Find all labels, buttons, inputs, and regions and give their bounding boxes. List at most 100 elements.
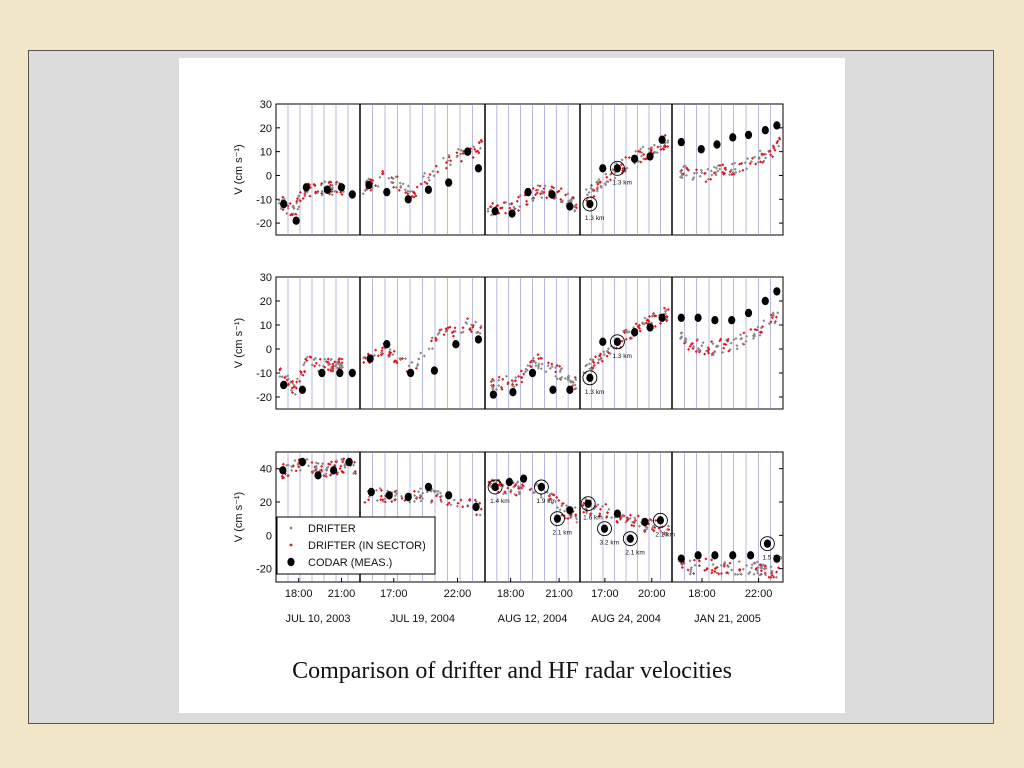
codar-point [631, 328, 639, 337]
drifter-point [689, 568, 693, 572]
drifter-in-sector-point [513, 484, 517, 488]
drifter-point [335, 366, 339, 370]
drifter-in-sector-point [477, 141, 481, 145]
drifter-in-sector-point [712, 171, 716, 175]
y-tick-label: 10 [260, 320, 272, 332]
drifter-point [730, 168, 734, 172]
drifter-point [762, 159, 766, 163]
drifter-point [455, 155, 459, 159]
drifter-point [683, 339, 687, 343]
drifter-point [291, 205, 295, 209]
drifter-point [486, 209, 490, 213]
drifter-in-sector-point [643, 157, 647, 161]
drifter-in-sector-point [504, 211, 508, 215]
drifter-point [688, 559, 692, 563]
drifter-point [688, 572, 692, 576]
distance-callout-circle [487, 479, 503, 495]
x-tick-label: 18:00 [688, 588, 716, 600]
drifter-in-sector-point [412, 191, 416, 195]
drifter-in-sector-point [636, 514, 640, 518]
drifter-point [596, 503, 600, 507]
drifter-point [508, 202, 512, 206]
drifter-in-sector-point [775, 570, 779, 574]
drifter-in-sector-point [434, 494, 438, 498]
drifter-in-sector-point [595, 187, 599, 191]
drifter-point [314, 356, 318, 360]
drifter-in-sector-point [703, 352, 707, 356]
drifter-point [560, 375, 564, 379]
drifter-point [641, 321, 645, 325]
codar-point [773, 121, 781, 130]
codar-point [729, 551, 737, 560]
drifter-in-sector-point [471, 323, 475, 327]
drifter-point [305, 457, 309, 461]
drifter-in-sector-point [525, 203, 529, 207]
drifter-point [711, 353, 715, 357]
drifter-point [602, 352, 606, 356]
drifter-point [563, 377, 567, 381]
codar-point [773, 287, 781, 296]
drifter-in-sector-point [596, 361, 600, 365]
drifter-in-sector-point [295, 199, 299, 203]
drifter-point [537, 364, 541, 368]
distance-callout-circle [582, 370, 598, 386]
drifter-in-sector-point [393, 490, 397, 494]
drifter-point [560, 366, 564, 370]
drifter-point [680, 171, 684, 175]
drifter-point [650, 314, 654, 318]
drifter-in-sector-point [732, 172, 736, 176]
drifter-in-sector-point [379, 488, 383, 492]
drifter-point [719, 563, 723, 567]
drifter-point [682, 165, 686, 169]
drifter-point [459, 331, 463, 335]
drifter-in-sector-point [606, 510, 610, 514]
drifter-point [627, 330, 631, 334]
drifter-point [474, 320, 478, 324]
drifter-in-sector-point [710, 340, 714, 344]
drifter-in-sector-point [647, 315, 651, 319]
drifter-point [398, 181, 402, 185]
distance-callout-label: 1.6 km [583, 515, 603, 522]
drifter-point [590, 368, 594, 372]
drifter-point [734, 337, 738, 341]
drifter-in-sector-point [728, 561, 732, 565]
drifter-point [575, 520, 579, 524]
drifter-in-sector-point [774, 315, 778, 319]
drifter-in-sector-point [637, 149, 641, 153]
drifter-point [287, 377, 291, 381]
drifter-point [546, 364, 550, 368]
drifter-point [548, 366, 552, 370]
drifter-in-sector-point [340, 469, 344, 473]
drifter-point [773, 321, 777, 325]
drifter-point [696, 346, 700, 350]
drifter-in-sector-point [308, 186, 312, 190]
drifter-point [595, 180, 599, 184]
codar-point [566, 385, 574, 394]
x-tick-label: 22:00 [745, 588, 773, 600]
drifter-point [334, 182, 338, 186]
codar-point [656, 516, 664, 525]
drifter-in-sector-point [689, 342, 693, 346]
distance-callout-circle [609, 334, 625, 350]
drifter-point [312, 469, 316, 473]
drifter-in-sector-point [536, 353, 540, 357]
drifter-point [321, 364, 325, 368]
drifter-point [293, 458, 297, 462]
drifter-point [584, 364, 588, 368]
drifter-point [292, 383, 296, 387]
drifter-point [389, 180, 393, 184]
drifter-in-sector-point [292, 385, 296, 389]
drifter-in-sector-point [772, 575, 776, 579]
drifter-point [710, 173, 714, 177]
distance-callout-circle [533, 479, 549, 495]
drifter-point [324, 472, 328, 476]
drifter-in-sector-point [304, 357, 308, 361]
drifter-point [285, 211, 289, 215]
drifter-point [326, 363, 330, 367]
drifter-in-sector-point [758, 563, 762, 567]
drifter-point [625, 330, 629, 334]
drifter-point [689, 566, 693, 570]
drifter-point [343, 465, 347, 469]
drifter-in-sector-point [429, 339, 433, 343]
drifter-point [764, 156, 768, 160]
